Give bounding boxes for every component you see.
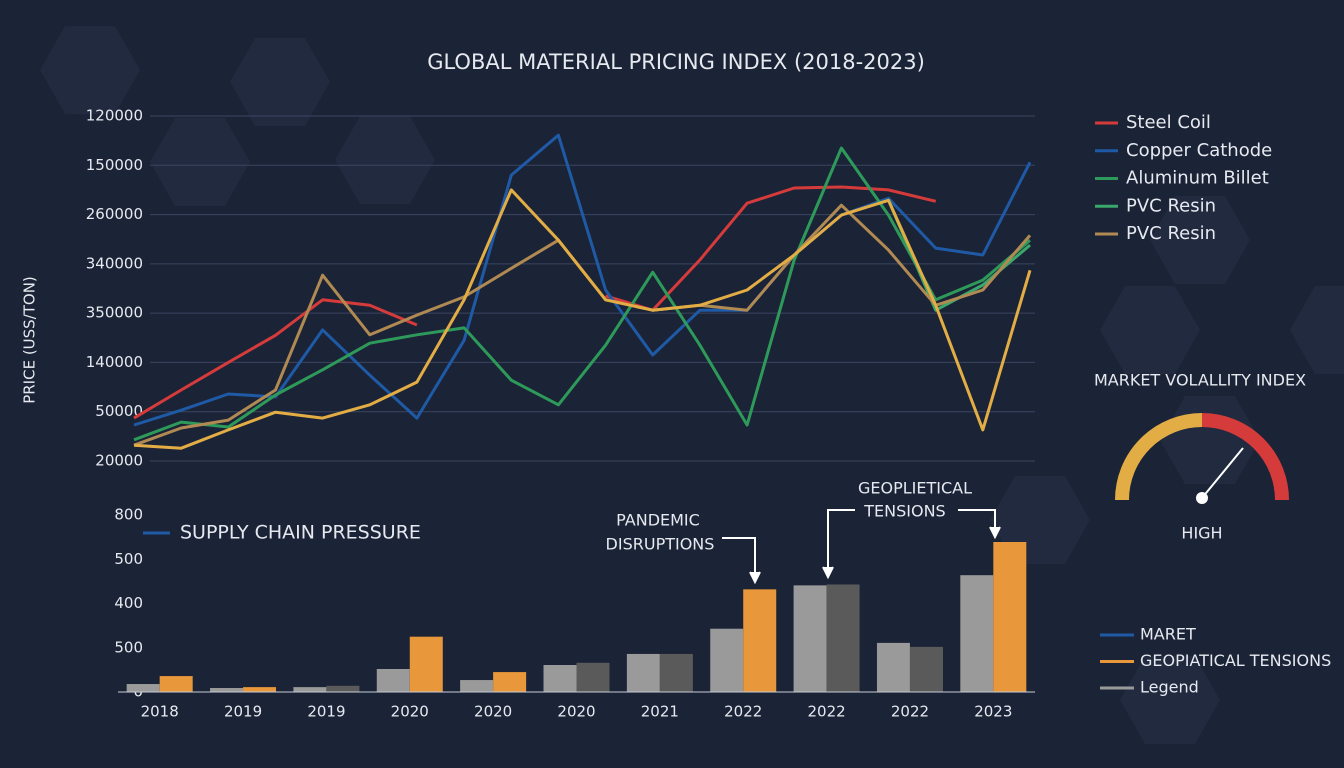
line-series xyxy=(133,185,937,420)
legend-label: PVC Resin xyxy=(1126,195,1216,216)
y-tick-label: 500 xyxy=(114,550,143,568)
legend-label: MARET xyxy=(1140,625,1196,644)
x-tick-label: 2020 xyxy=(474,703,512,721)
legend-label: Aluminum Billet xyxy=(1126,168,1269,189)
bar xyxy=(493,672,527,692)
bar xyxy=(876,642,910,692)
x-tick-label: 2020 xyxy=(391,703,429,721)
annotation: TENSIONS xyxy=(863,502,945,521)
bar xyxy=(659,653,693,692)
y-tick-label: 350000 xyxy=(86,304,143,322)
bar xyxy=(909,646,943,692)
y-axis-label: PRICE (USS/TON) xyxy=(21,276,39,404)
y-tick-label: 800 xyxy=(114,506,143,524)
y-tick-label: 150000 xyxy=(86,156,143,174)
y-tick-label: 20000 xyxy=(95,452,143,470)
line-series xyxy=(133,188,1032,450)
background-hexagons xyxy=(40,26,1344,744)
x-tick-label: 2019 xyxy=(307,703,345,721)
bar xyxy=(576,662,610,692)
legend-label: GEOPIATICAL TENSIONS xyxy=(1140,651,1331,670)
bar xyxy=(376,668,410,692)
legend-label: Copper Cathode xyxy=(1126,140,1272,161)
bar xyxy=(626,653,660,692)
y-tick-label: 400 xyxy=(114,594,143,612)
x-tick-label: 2021 xyxy=(641,703,679,721)
annotation: GEOPLIETICAL xyxy=(858,479,972,498)
y-tick-label: 260000 xyxy=(86,205,143,223)
gauge-title: MARKET VOLALLITY INDEX xyxy=(1094,371,1306,390)
x-tick-label: 2022 xyxy=(891,703,929,721)
bar xyxy=(293,687,327,692)
line-series xyxy=(133,133,1032,427)
x-tick-label: 2022 xyxy=(724,703,762,721)
x-tick-label: 2020 xyxy=(557,703,595,721)
bar xyxy=(243,687,277,692)
bar xyxy=(960,575,994,692)
bar xyxy=(210,688,244,692)
x-tick-label: 2022 xyxy=(807,703,845,721)
bar xyxy=(543,665,577,692)
legend-label: PVC Resin xyxy=(1126,223,1216,244)
gauge-label: HIGH xyxy=(1181,524,1222,543)
bar xyxy=(793,585,827,692)
bar xyxy=(993,541,1027,692)
bar xyxy=(326,685,360,692)
chart-title: GLOBAL MATERIAL PRICING INDEX (2018-2023… xyxy=(427,50,925,74)
bar xyxy=(460,680,494,692)
x-tick-label: 2023 xyxy=(974,703,1012,721)
legend-label: Legend xyxy=(1140,678,1199,697)
line-series xyxy=(133,203,1032,447)
legend-label: Steel Coil xyxy=(1126,112,1211,133)
bar xyxy=(126,684,160,692)
y-tick-label: 500 xyxy=(114,638,143,656)
y-tick-label: 50000 xyxy=(95,402,143,420)
bar-chart-title: SUPPLY CHAIN PRESSURE xyxy=(180,522,421,544)
x-tick-label: 2019 xyxy=(224,703,262,721)
gauge xyxy=(1115,413,1289,504)
bar xyxy=(826,584,860,692)
y-tick-label: 120000 xyxy=(86,107,143,125)
y-tick-label: 340000 xyxy=(86,254,143,272)
annotation: PANDEMIC xyxy=(616,511,700,530)
bar xyxy=(743,589,777,692)
bar xyxy=(710,628,744,692)
y-tick-label: 140000 xyxy=(86,353,143,371)
annotation: DISRUPTIONS xyxy=(606,535,715,554)
bar xyxy=(159,676,193,692)
bar xyxy=(409,636,443,692)
x-tick-label: 2018 xyxy=(141,703,179,721)
annotation-arrows xyxy=(722,509,1001,585)
